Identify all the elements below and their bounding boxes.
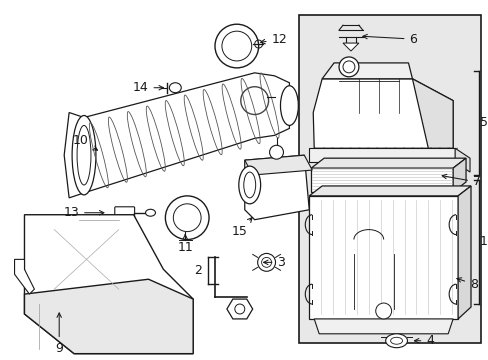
Polygon shape (64, 73, 289, 198)
Polygon shape (308, 186, 470, 196)
Polygon shape (411, 79, 452, 148)
Text: 5: 5 (479, 116, 487, 129)
Polygon shape (244, 155, 308, 220)
Polygon shape (310, 168, 452, 192)
Ellipse shape (238, 166, 260, 204)
Ellipse shape (72, 116, 96, 195)
Polygon shape (226, 299, 252, 319)
Circle shape (338, 57, 358, 77)
Text: 14: 14 (132, 81, 163, 94)
Text: 2: 2 (194, 264, 202, 277)
Polygon shape (457, 186, 470, 319)
Text: 9: 9 (55, 313, 63, 355)
FancyBboxPatch shape (115, 207, 134, 219)
Text: 10: 10 (73, 134, 97, 150)
Polygon shape (244, 155, 312, 175)
Polygon shape (310, 158, 465, 168)
Polygon shape (15, 260, 34, 294)
Ellipse shape (385, 334, 407, 348)
Polygon shape (452, 158, 465, 192)
Circle shape (375, 303, 391, 319)
Text: 4: 4 (413, 334, 433, 347)
Text: 8: 8 (456, 278, 477, 291)
Polygon shape (308, 196, 457, 319)
Text: 3: 3 (263, 256, 285, 269)
Ellipse shape (280, 86, 298, 125)
Ellipse shape (145, 209, 155, 216)
Polygon shape (454, 148, 469, 172)
Text: 13: 13 (63, 206, 103, 219)
Polygon shape (24, 279, 193, 354)
Circle shape (215, 24, 258, 68)
Polygon shape (308, 148, 454, 162)
Text: 6: 6 (362, 33, 417, 46)
Polygon shape (322, 63, 411, 79)
FancyBboxPatch shape (299, 15, 480, 343)
Polygon shape (342, 43, 358, 51)
Text: 1: 1 (479, 235, 487, 248)
Polygon shape (24, 215, 193, 354)
Text: 15: 15 (231, 218, 251, 238)
Circle shape (234, 304, 244, 314)
Text: 11: 11 (177, 235, 193, 254)
Text: 12: 12 (260, 33, 287, 46)
Polygon shape (314, 319, 452, 334)
Circle shape (269, 145, 283, 159)
Ellipse shape (169, 83, 181, 93)
Circle shape (165, 196, 208, 239)
Ellipse shape (257, 253, 275, 271)
Polygon shape (313, 79, 452, 148)
Text: 7: 7 (441, 174, 480, 189)
FancyBboxPatch shape (47, 223, 125, 296)
